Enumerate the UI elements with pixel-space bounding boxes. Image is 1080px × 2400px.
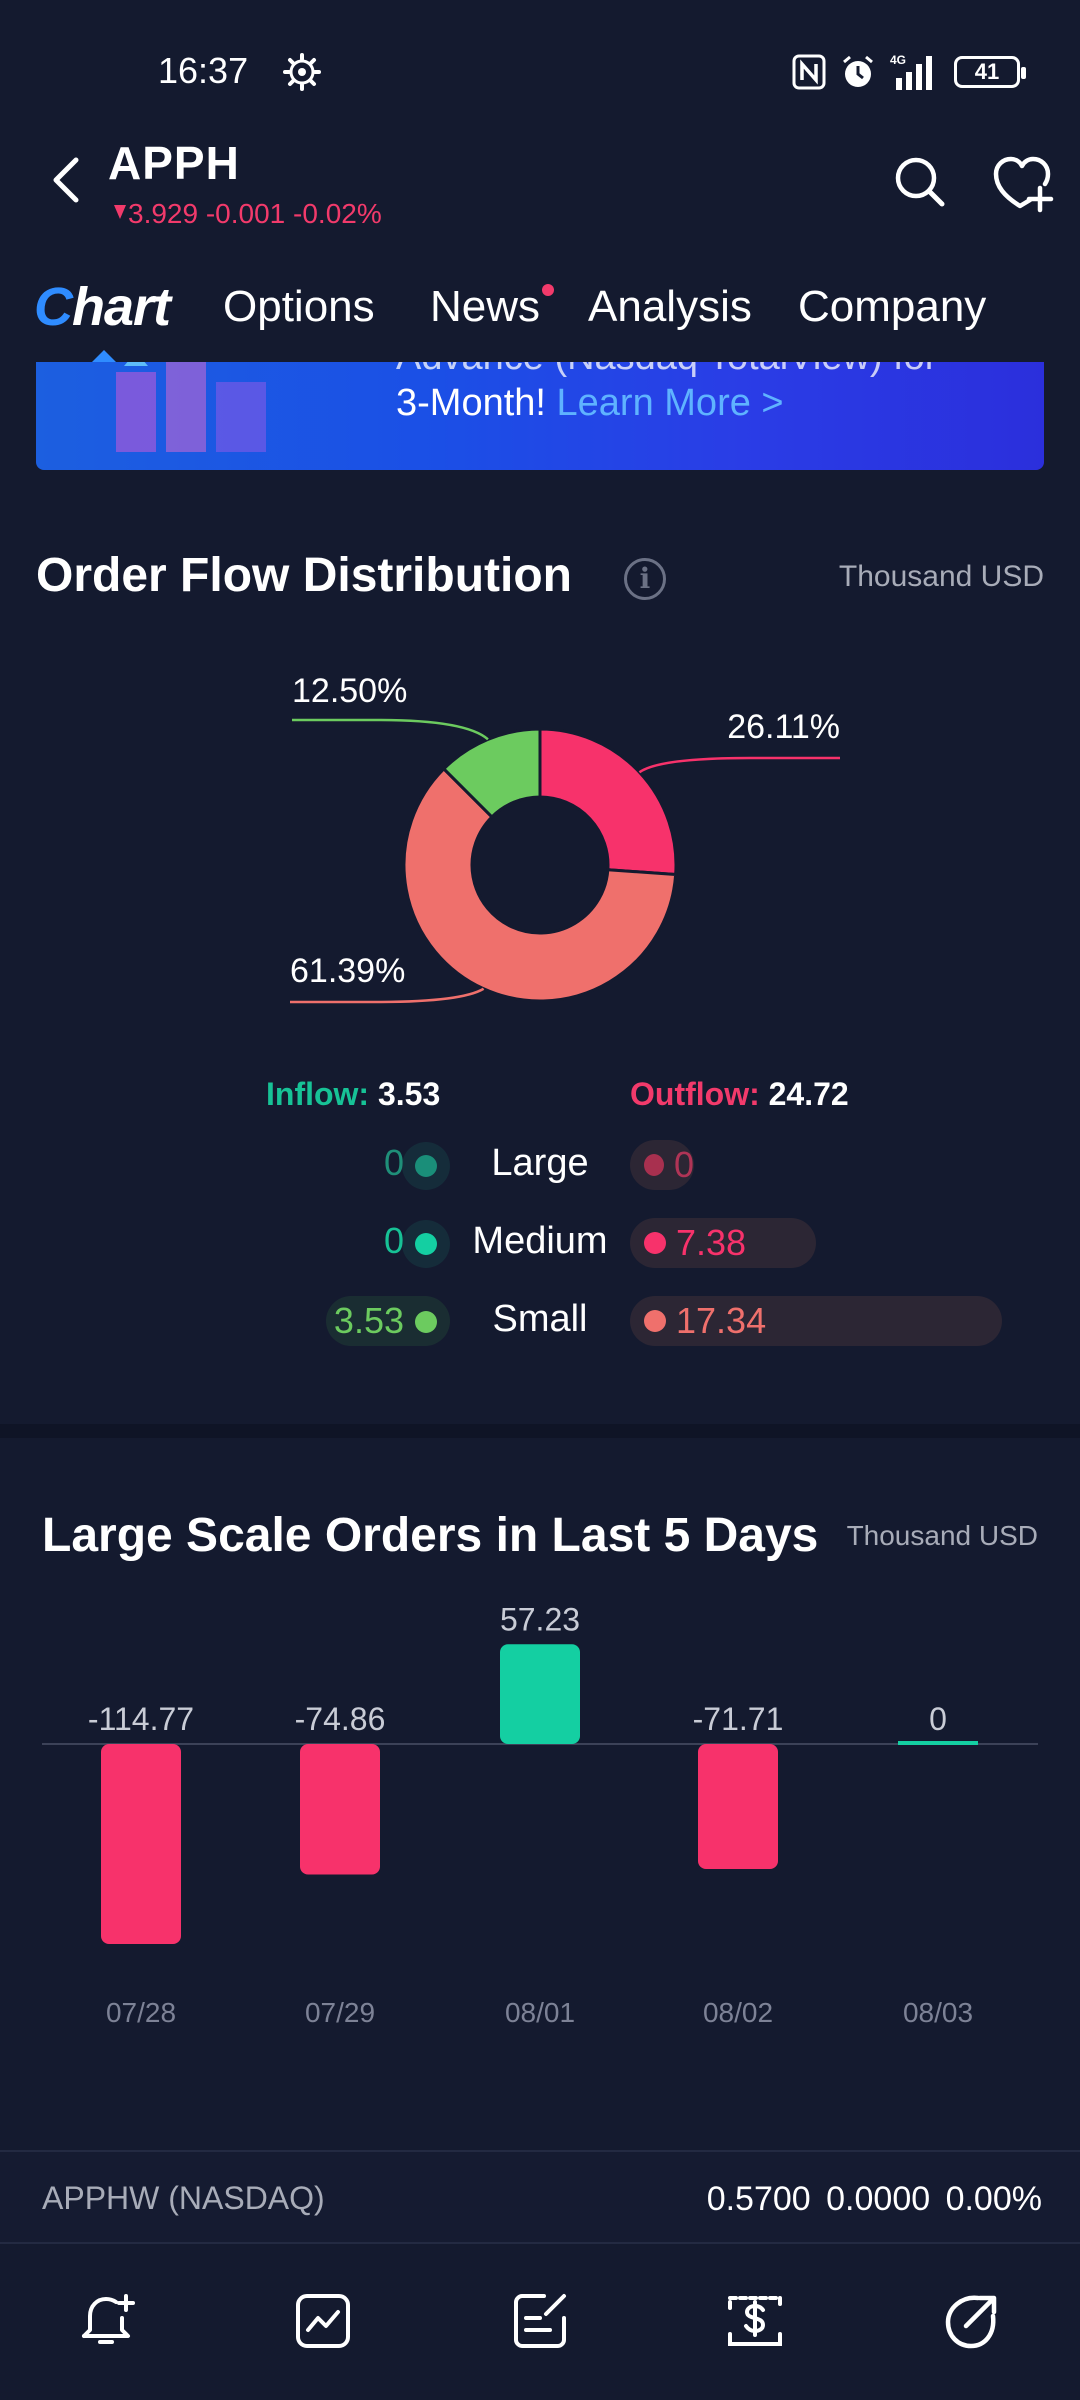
- large-outflow-dot: [644, 1154, 664, 1176]
- status-icons: 4G 41: [792, 50, 1026, 94]
- battery-icon: 41: [954, 56, 1026, 88]
- medium-inflow-dot: [415, 1233, 437, 1255]
- section-divider: [0, 1424, 1080, 1438]
- row-label-large: Large: [491, 1142, 589, 1184]
- warrant-quote-bar[interactable]: APPHW (NASDAQ) 0.5700 0.0000 0.00%: [0, 2150, 1080, 2244]
- ticker-symbol: APPH: [108, 137, 240, 189]
- alarm-icon: [843, 55, 873, 87]
- banner-graphic-icon: [116, 362, 266, 452]
- small-inflow-value: 3.53: [333, 1300, 404, 1341]
- status-time: 16:37: [158, 50, 249, 91]
- large-scale-unit: Thousand USD: [846, 1520, 1038, 1551]
- small-outflow-value: 17.34: [676, 1300, 767, 1341]
- small-outflow-dot: [644, 1310, 666, 1332]
- order-flow-unit: Thousand USD: [838, 560, 1044, 593]
- bar-value-label-1: -74.86: [295, 1701, 386, 1737]
- search-icon[interactable]: [890, 152, 950, 212]
- tab-news[interactable]: News: [430, 282, 541, 331]
- nfc-icon: [792, 54, 826, 90]
- medium-inflow-value: 0: [383, 1220, 404, 1261]
- large-inflow-dot: [415, 1155, 437, 1177]
- row-label-small: Small: [492, 1298, 588, 1340]
- large-scale-title: Large Scale Orders in Last 5 Days: [42, 1509, 819, 1562]
- medium-outflow-bar: 7.38: [630, 1218, 816, 1268]
- bar-category-label-3: 08/02: [703, 1997, 773, 2028]
- active-tab-indicator: [90, 350, 118, 364]
- banner-text-2-main: 3-Month!: [396, 382, 557, 424]
- tab-bar: Chart Options News Analysis Company: [0, 270, 1080, 362]
- trade-dollar-icon[interactable]: [722, 2288, 788, 2354]
- bar-2: [500, 1644, 580, 1744]
- large-scale-bar-chart: -114.77 07/28 -74.86 07/29 57.23 08/01 -71.71 0…: [42, 1601, 1038, 2028]
- bell-plus-icon[interactable]: [74, 2288, 140, 2354]
- donut-slice-1: [538, 727, 678, 877]
- tab-options[interactable]: Options: [223, 282, 375, 331]
- medium-outflow-value: 7.38: [676, 1222, 747, 1263]
- signal-icon: 4G: [890, 53, 932, 90]
- bar-value-label-3: -71.71: [693, 1701, 784, 1737]
- inflow-label: Inflow:: [266, 1076, 370, 1112]
- donut-slice-2: [402, 766, 678, 1003]
- bar-category-label-2: 08/01: [505, 1997, 575, 2028]
- large-inflow-value: 0: [383, 1142, 404, 1183]
- settings-notification-icon: [283, 53, 321, 91]
- bar-category-label-0: 07/28: [106, 1997, 176, 2028]
- status-bar: 16:37 4G 41: [0, 0, 1080, 140]
- bar-4: [898, 1741, 978, 1745]
- bar-value-label-2: 57.23: [500, 1601, 580, 1637]
- news-unread-dot: [542, 284, 554, 296]
- tab-analysis[interactable]: Analysis: [588, 282, 752, 331]
- add-to-watchlist-icon[interactable]: [990, 150, 1054, 214]
- trend-chart-icon[interactable]: [290, 2288, 356, 2354]
- bar-3: [698, 1744, 778, 1869]
- outflow-value: 24.72: [768, 1076, 849, 1112]
- order-flow-donut-chart: 12.50% 26.11% 61.39%: [290, 672, 840, 1004]
- large-outflow-value: 0: [673, 1144, 694, 1185]
- down-triangle-icon: [114, 205, 126, 219]
- learn-more-link[interactable]: Learn More >: [556, 382, 784, 424]
- outflow-label: Outflow:: [630, 1076, 760, 1112]
- share-icon[interactable]: [938, 2288, 1004, 2354]
- warrant-values: 0.5700 0.0000 0.00%: [706, 2180, 1042, 2218]
- donut-leader-1: [638, 756, 840, 774]
- price-quote-text: 3.929 -0.001 -0.02%: [128, 198, 382, 229]
- row-label-medium: Medium: [472, 1220, 608, 1262]
- banner-text-1: Advance (Nasdaq TotalView) for: [396, 362, 937, 379]
- donut-slice-0: [441, 727, 542, 820]
- outflow-summary: Outflow: 24.72: [630, 1076, 849, 1113]
- donut-leader-2: [290, 987, 485, 1004]
- bar-category-label-4: 08/03: [903, 1997, 973, 2028]
- bar-value-label-0: -114.77: [88, 1701, 194, 1737]
- promo-banner[interactable]: Advance (Nasdaq TotalView) for 3-Month! …: [36, 362, 1044, 470]
- note-edit-icon[interactable]: [508, 2288, 574, 2354]
- medium-outflow-dot: [644, 1232, 666, 1254]
- warrant-name: APPHW (NASDAQ): [42, 2180, 325, 2216]
- bar-0: [101, 1744, 181, 1944]
- back-arrow-icon[interactable]: [40, 150, 94, 210]
- donut-leader-0: [292, 718, 489, 741]
- price-quote: 3.929 -0.001 -0.02%: [114, 198, 382, 230]
- network-type: 4G: [890, 53, 906, 67]
- bottom-nav: [0, 2246, 1080, 2400]
- tab-chart-c: C: [34, 277, 73, 337]
- large-outflow-bar: 0: [630, 1140, 694, 1190]
- donut-label-1: 26.11%: [727, 708, 840, 746]
- small-inflow-dot: [415, 1311, 437, 1333]
- tab-company[interactable]: Company: [798, 282, 987, 331]
- tab-chart-label: hart: [72, 277, 171, 337]
- banner-text-2: 3-Month! Learn More >: [396, 382, 784, 425]
- bar-category-label-1: 07/29: [305, 1997, 375, 2028]
- small-outflow-bar: 17.34: [630, 1296, 1002, 1346]
- donut-label-2: 61.39%: [290, 952, 405, 990]
- tab-chart[interactable]: Chart: [34, 276, 171, 338]
- info-icon[interactable]: i: [624, 558, 666, 600]
- bar-value-label-4: 0: [929, 1701, 947, 1737]
- bar-1: [300, 1744, 380, 1875]
- order-flow-title: Order Flow Distribution: [36, 549, 572, 602]
- donut-label-0: 12.50%: [292, 672, 407, 710]
- inflow-summary: Inflow: 3.53: [266, 1076, 440, 1113]
- inflow-value: 3.53: [377, 1076, 441, 1112]
